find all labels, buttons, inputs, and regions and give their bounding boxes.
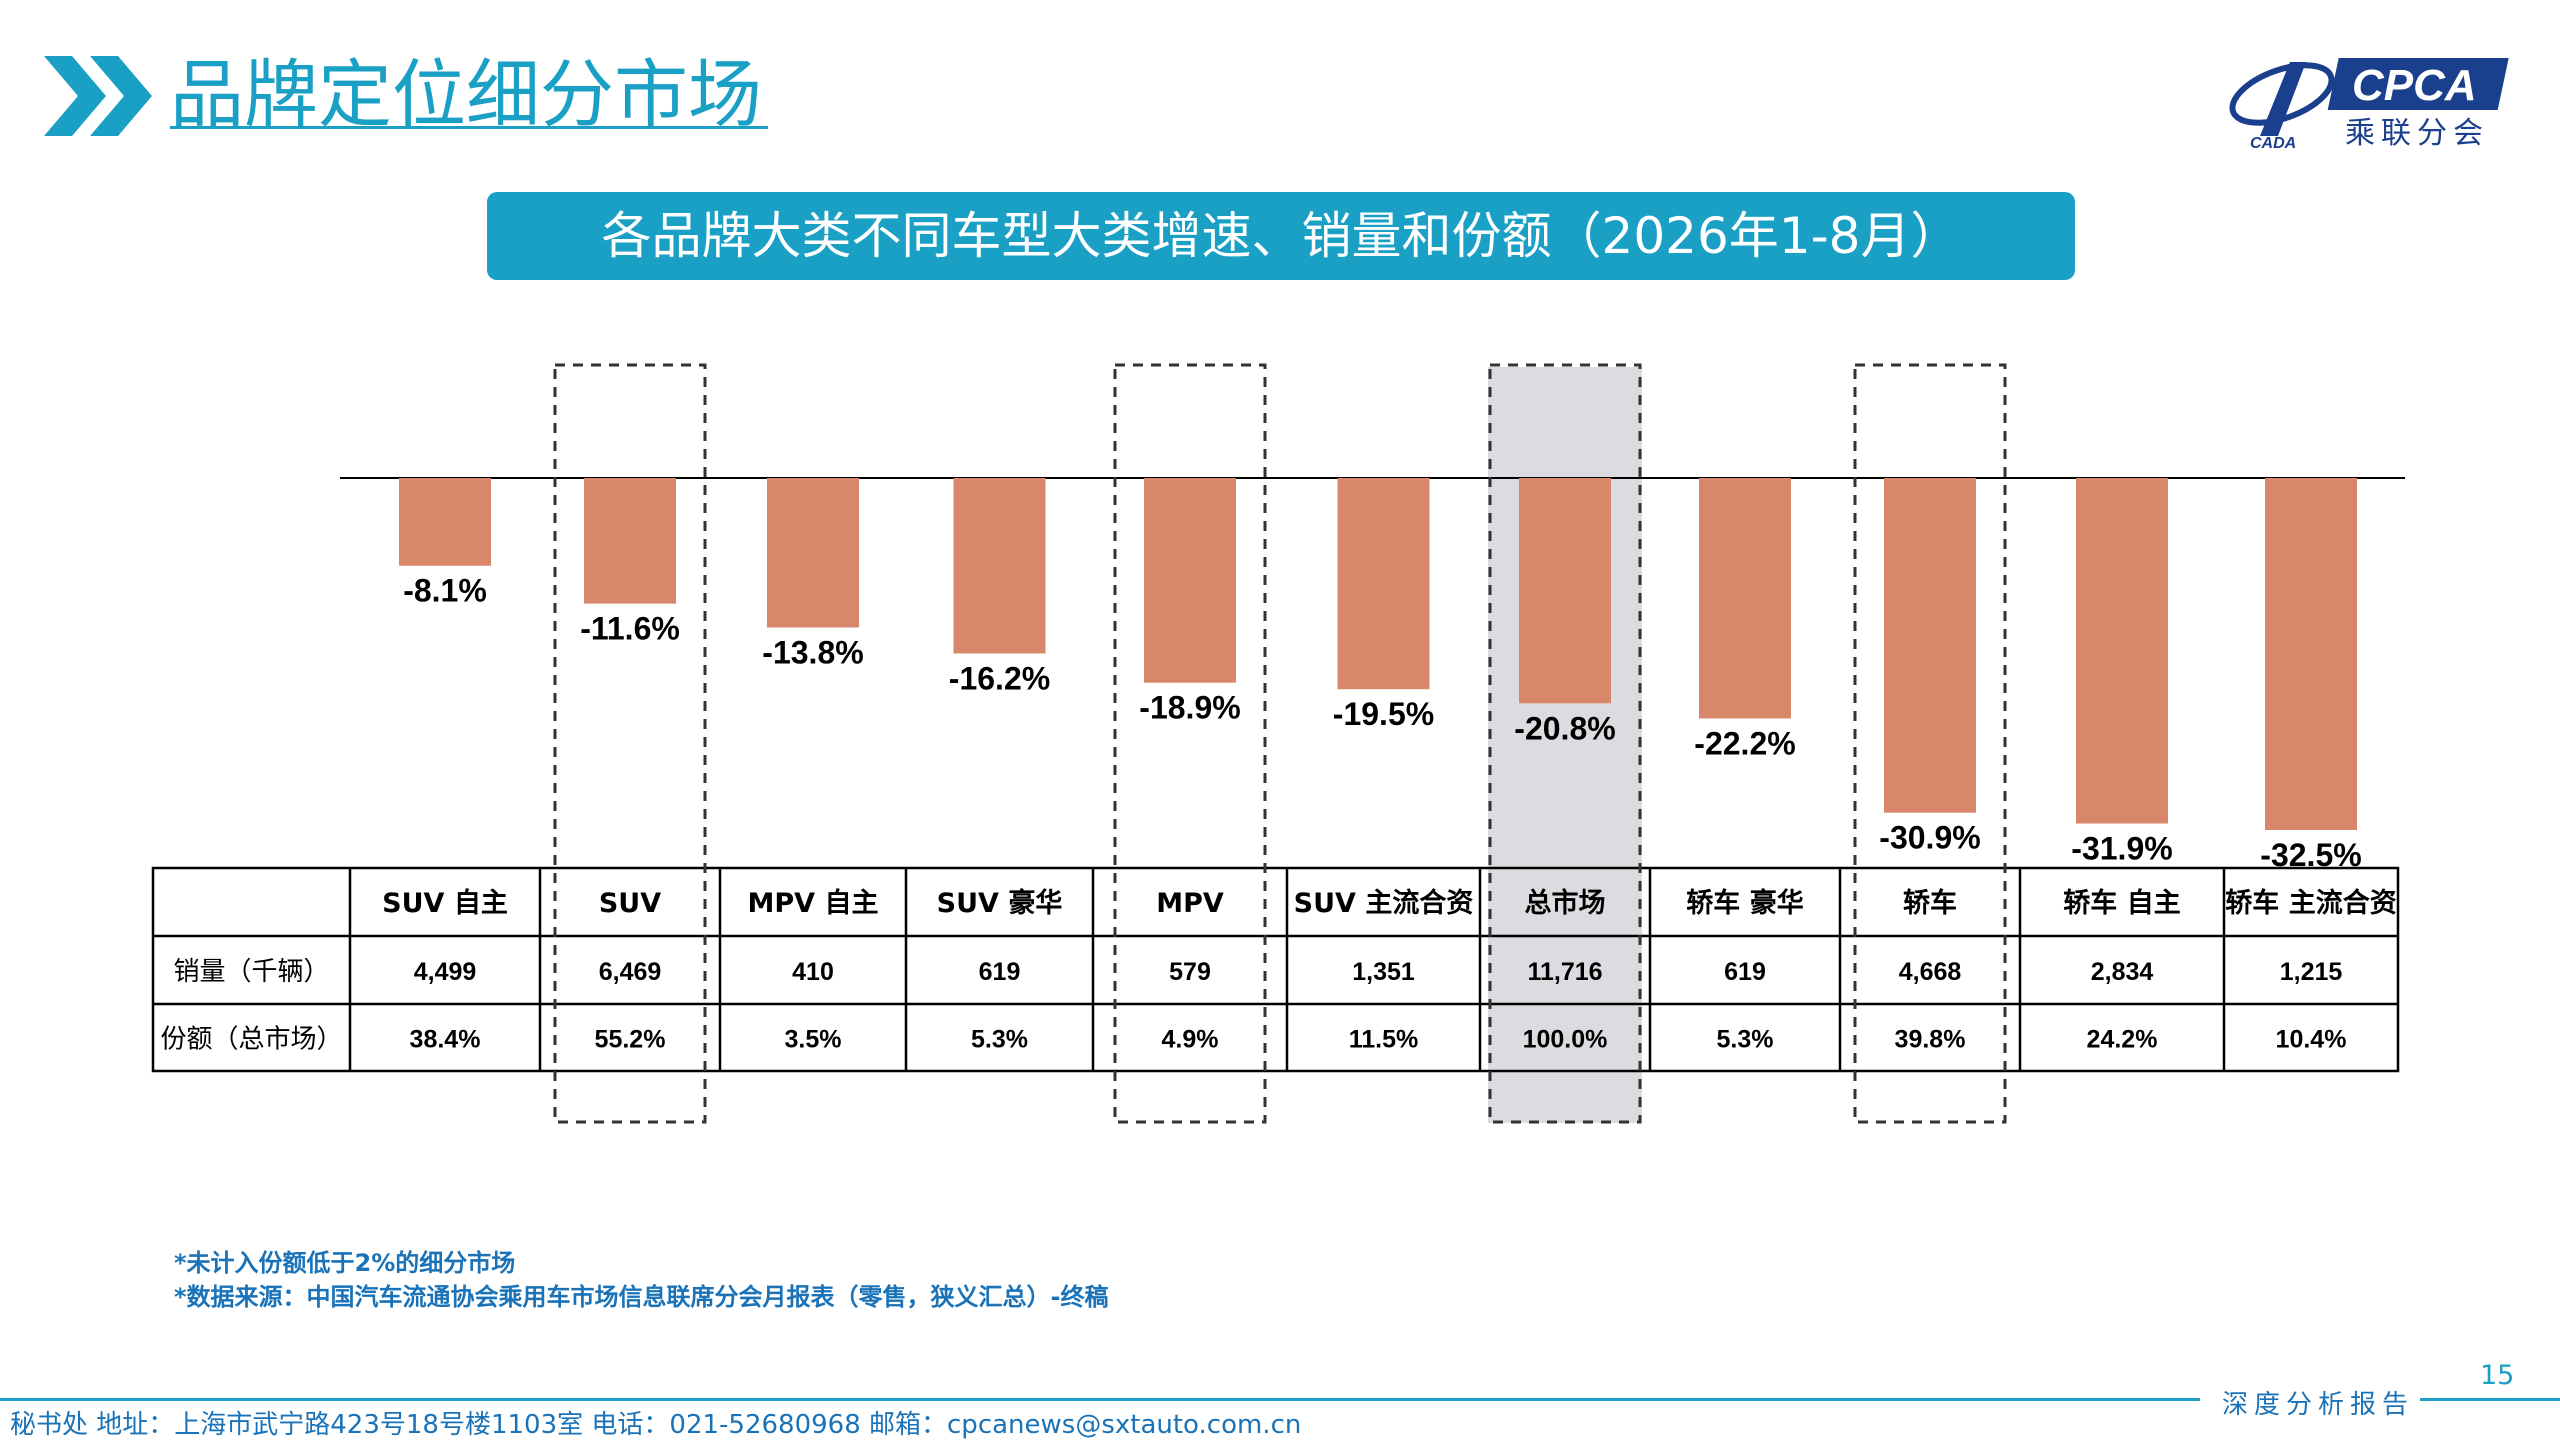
- value-label-8: -22.2%: [1694, 725, 1795, 761]
- table-cell-r2-c6: 11.5%: [1349, 1026, 1419, 1054]
- highlight-box-7: [1488, 363, 1642, 1124]
- table-cell-r1-c10: 2,834: [2091, 958, 2154, 986]
- table-cell-r2-c4: 5.3%: [971, 1026, 1028, 1054]
- table-cell-r1-c2: 6,469: [599, 958, 662, 986]
- bar-4: [953, 478, 1046, 654]
- highlight-box-2: [553, 363, 707, 1124]
- page-title: 品牌定位细分市场: [170, 52, 762, 138]
- category-label-7: 总市场: [1525, 887, 1606, 919]
- highlight-box-9: [1853, 363, 2007, 1124]
- bar-8: [1699, 478, 1791, 719]
- table-cell-r1-c4: 619: [979, 958, 1021, 986]
- footer-divider-right: [2420, 1398, 2560, 1401]
- value-label-6: -19.5%: [1333, 696, 1434, 732]
- title-underline: [170, 126, 768, 129]
- value-label-9: -30.9%: [1879, 820, 1980, 856]
- cpca-logo: CADA CPCA: [2229, 58, 2509, 152]
- bar-3: [767, 478, 859, 628]
- category-label-2: SUV: [599, 888, 661, 919]
- value-label-2: -11.6%: [580, 611, 680, 647]
- table-cell-r1-c8: 619: [1724, 958, 1766, 986]
- table-row-label-2: 份额（总市场）: [160, 1025, 342, 1055]
- logo-subtext: 乘联分会: [2345, 116, 2489, 151]
- table-cell-r2-c7: 100.0%: [1523, 1026, 1608, 1054]
- logo-small-text: CADA: [2250, 135, 2296, 152]
- bar-11: [2265, 478, 2357, 830]
- table-cell-r2-c11: 10.4%: [2276, 1026, 2347, 1054]
- category-label-10: 轿车 自主: [2063, 887, 2180, 919]
- table-row-label-1: 销量（千辆）: [173, 957, 329, 987]
- bar-6: [1337, 478, 1430, 690]
- value-label-3: -13.8%: [762, 634, 863, 670]
- bar-5: [1144, 478, 1236, 683]
- page-number: 15: [2480, 1360, 2515, 1391]
- bar-2: [584, 478, 676, 604]
- bar-layer: -8.1% -11.6% -13.8% -16.2% -18.9% -19.5% -20.8…: [340, 477, 2405, 873]
- highlight-box-layer: [553, 363, 2007, 1124]
- bar-9: [1884, 478, 1976, 813]
- bar-7: [1519, 478, 1611, 704]
- footer-contact: 秘书处 地址：上海市武宁路423号18号楼1103室 电话：021-526809…: [10, 1410, 1302, 1440]
- chart-banner-title: 各品牌大类不同车型大类增速、销量和份额（2026年1-8月）: [487, 192, 2075, 280]
- value-label-1: -8.1%: [403, 573, 487, 609]
- table-cell-r2-c10: 24.2%: [2087, 1026, 2158, 1054]
- table-cell-r1-c6: 1,351: [1352, 958, 1415, 986]
- table-cell-r1-c7: 11,716: [1527, 958, 1602, 986]
- category-label-4: SUV 豪华: [937, 887, 1063, 919]
- table-border: [151, 866, 2400, 1073]
- data-table: SUV 自主 SUV MPV 自主 SUV 豪华 MPV SUV 主流合资 总市场 轿车 豪华…: [151, 866, 2400, 1073]
- table-cell-r1-c3: 410: [792, 958, 834, 986]
- logo-text: CPCA: [2352, 61, 2477, 110]
- category-label-11: 轿车 主流合资: [2225, 887, 2396, 919]
- table-cell-r2-c8: 5.3%: [1717, 1026, 1774, 1054]
- growth-bar-chart: -8.1% -11.6% -13.8% -16.2% -18.9% -19.5% -20.8…: [151, 363, 2405, 1124]
- table-cell-r1-c9: 4,668: [1899, 958, 1962, 986]
- table-cell-r2-c2: 55.2%: [595, 1026, 666, 1054]
- note-share-threshold: *未计入份额低于2%的细分市场: [174, 1249, 516, 1277]
- table-cell-r1-c5: 579: [1169, 958, 1211, 986]
- category-label-9: 轿车: [1903, 887, 1957, 919]
- value-label-5: -18.9%: [1139, 690, 1240, 726]
- table-cell-r2-c5: 4.9%: [1162, 1026, 1219, 1054]
- value-label-10: -31.9%: [2071, 831, 2172, 867]
- table-cell-r1-c1: 4,499: [414, 958, 477, 986]
- footer-tagline: 深度分析报告: [2222, 1390, 2415, 1420]
- bar-10: [2076, 478, 2168, 824]
- table-cell-r2-c3: 3.5%: [785, 1026, 842, 1054]
- category-label-8: 轿车 豪华: [1686, 887, 1803, 919]
- note-data-source: *数据来源：中国汽车流通协会乘用车市场信息联席分会月报表（零售，狭义汇总）-终稿: [174, 1283, 1109, 1311]
- chevron-double-right-icon: [44, 56, 152, 136]
- table-cell-r2-c1: 38.4%: [410, 1026, 481, 1054]
- value-label-4: -16.2%: [949, 660, 1050, 696]
- category-label-3: MPV 自主: [748, 887, 879, 919]
- category-label-6: SUV 主流合资: [1294, 887, 1474, 919]
- footer-divider: [0, 1398, 2200, 1401]
- value-label-7: -20.8%: [1514, 710, 1615, 746]
- bar-1: [399, 478, 491, 566]
- category-label-5: MPV: [1156, 888, 1224, 919]
- category-label-1: SUV 自主: [382, 887, 508, 919]
- highlight-box-5: [1113, 363, 1267, 1124]
- table-cell-r2-c9: 39.8%: [1895, 1026, 1966, 1054]
- table-cell-r1-c11: 1,215: [2280, 958, 2343, 986]
